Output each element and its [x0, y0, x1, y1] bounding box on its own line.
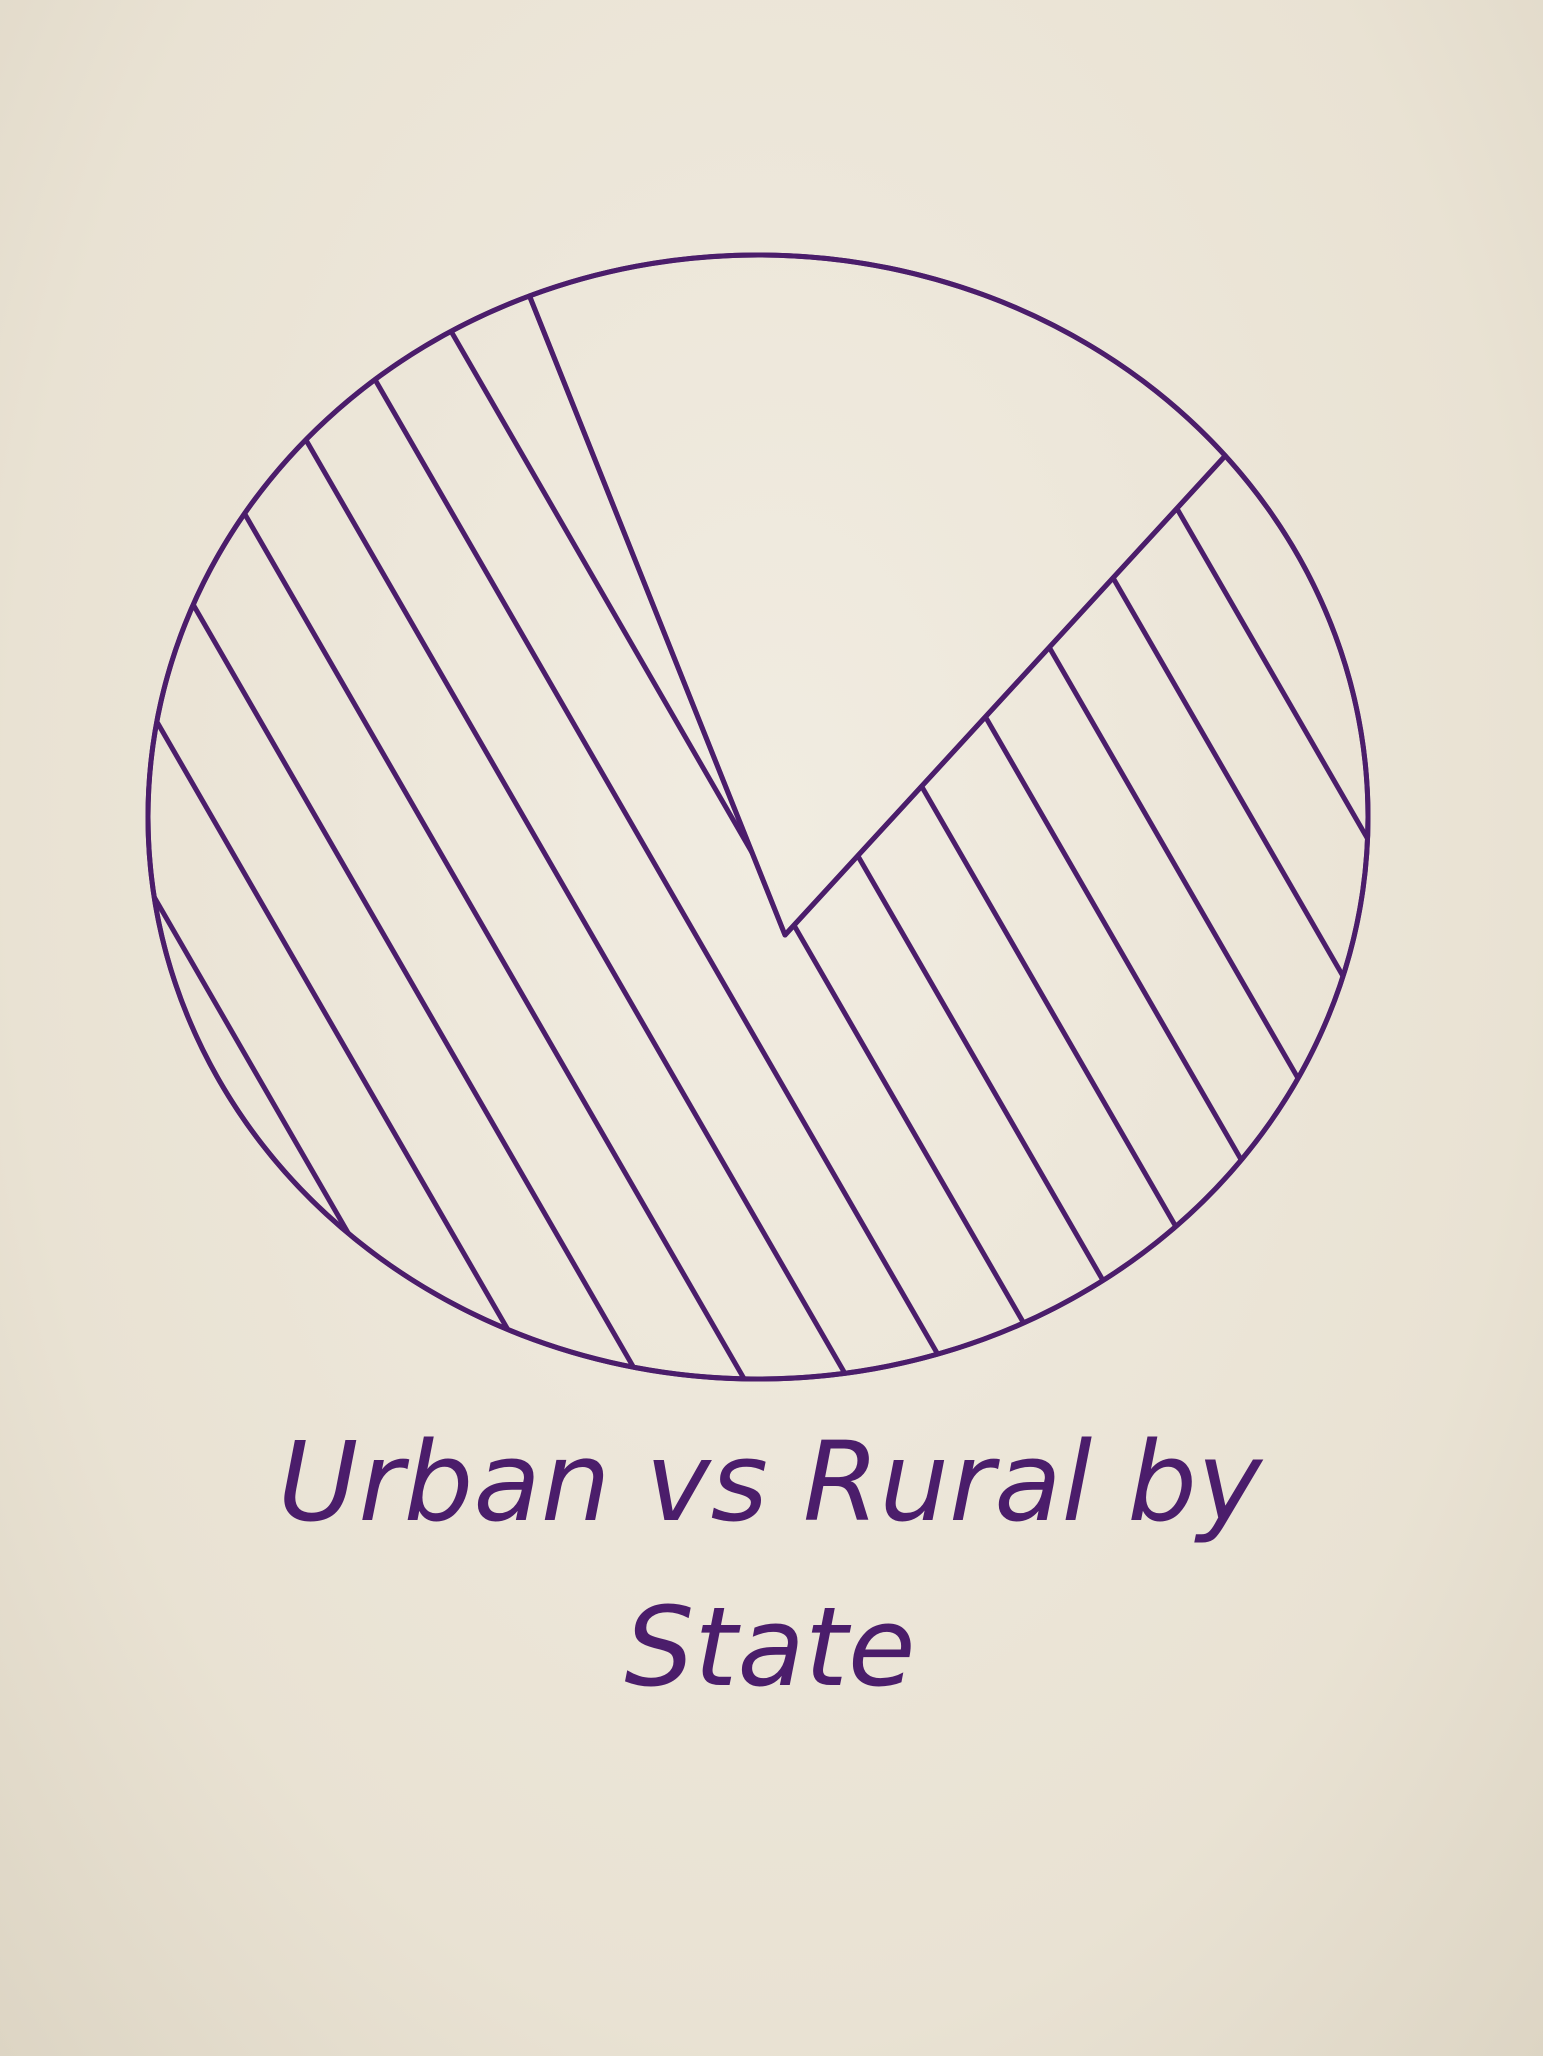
pie-outline [145, 252, 1371, 1382]
chart-title: Urban vs Rural by State [277, 1418, 1263, 1711]
